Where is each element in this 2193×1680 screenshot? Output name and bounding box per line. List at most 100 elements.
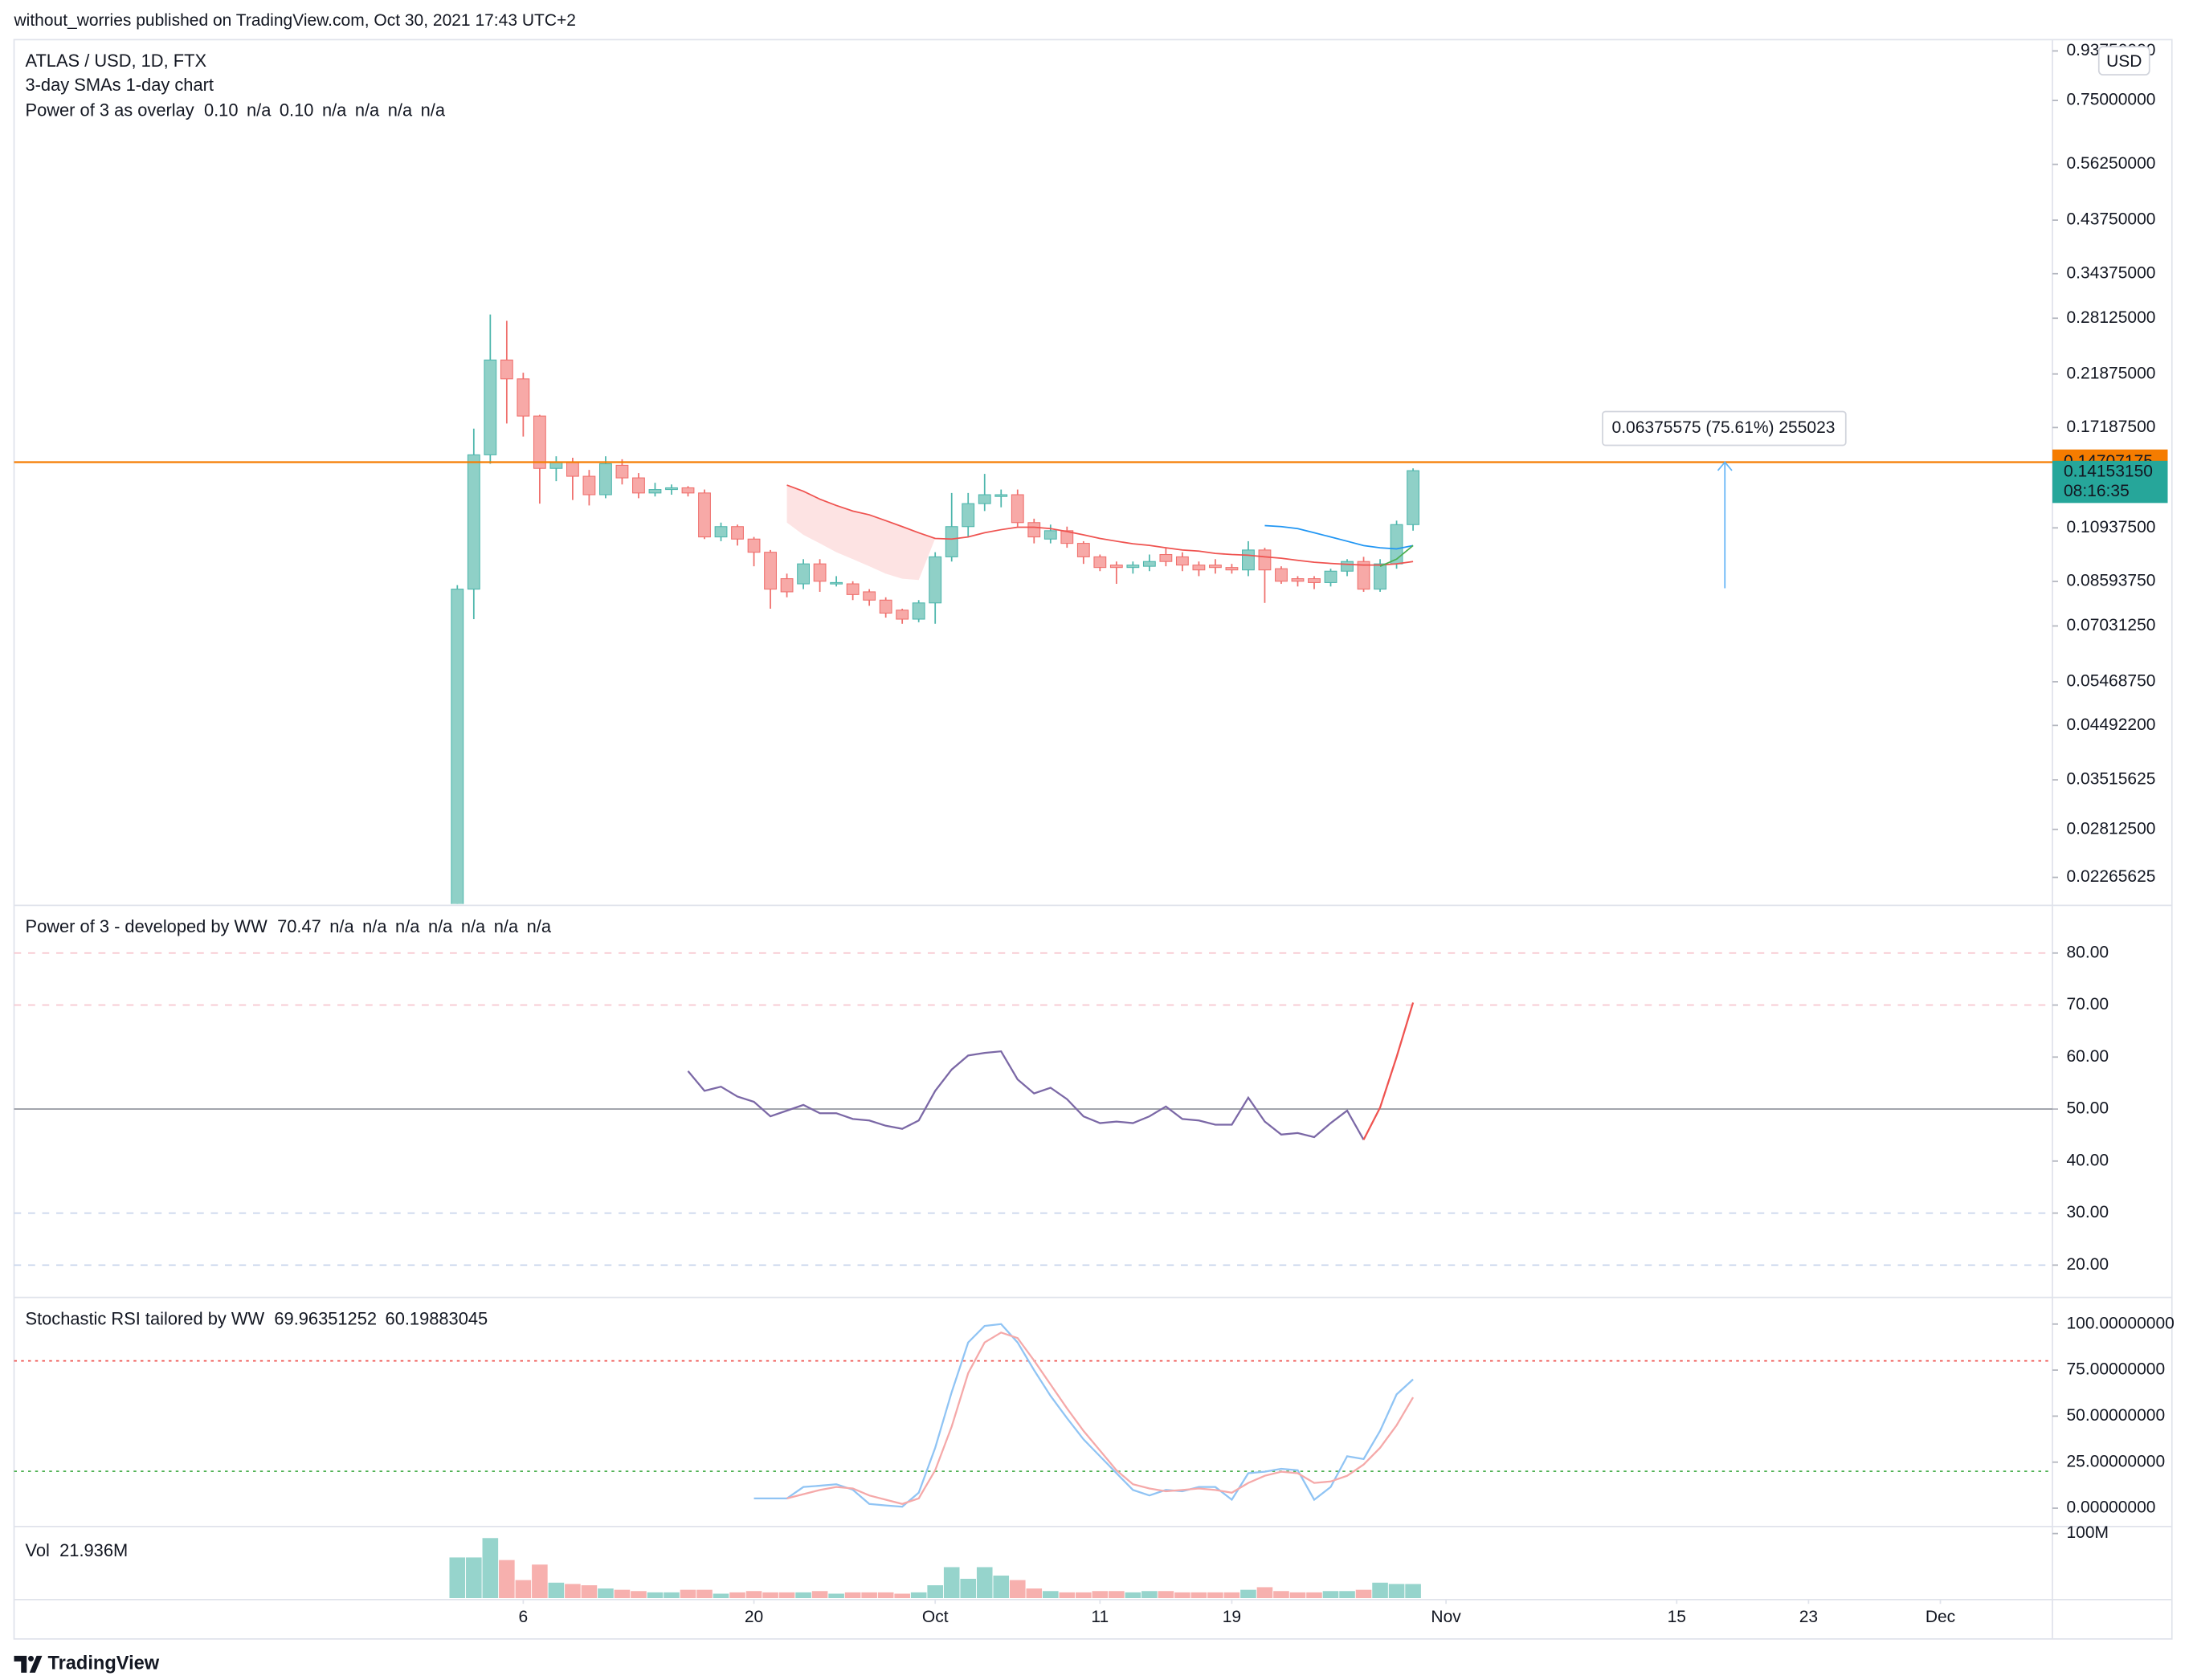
- y-tick-label: 0.08593750: [2067, 572, 2156, 590]
- x-tick-label: 15: [1668, 1608, 1686, 1626]
- y-tick-label: 0.00000000: [2067, 1499, 2156, 1517]
- volume-bar: [1190, 1592, 1207, 1599]
- volume-bar: [844, 1592, 861, 1599]
- legend-text: 69.96351252: [274, 1308, 377, 1328]
- y-tick-label: 0.05468750: [2067, 671, 2156, 690]
- y-tick-label: 0.07031250: [2067, 616, 2156, 634]
- candle-body: [698, 492, 711, 538]
- candle-body: [879, 599, 892, 614]
- candle-body: [747, 538, 761, 553]
- candle-body: [1209, 565, 1222, 569]
- candle-body: [830, 581, 843, 585]
- volume-bar: [910, 1592, 927, 1599]
- volume-bar: [745, 1591, 762, 1599]
- candle-body: [780, 578, 794, 593]
- legend-title: Stochastic RSI tailored by WW: [26, 1308, 265, 1328]
- volume-bar: [1109, 1591, 1125, 1599]
- volume-bar: [1256, 1587, 1273, 1599]
- candle-body: [1192, 565, 1206, 571]
- logo-mark: [14, 1655, 43, 1673]
- legend-text: 60.19883045: [386, 1308, 488, 1328]
- volume-bar: [532, 1564, 548, 1599]
- currency-badge: [2097, 46, 2150, 75]
- candle-body: [665, 487, 678, 491]
- legend-text: n/a: [395, 916, 420, 936]
- candle-body: [1324, 570, 1337, 583]
- y-tick-label: 0.02265625: [2067, 867, 2156, 886]
- volume-bar: [1207, 1592, 1223, 1599]
- legend-text: n/a: [461, 916, 486, 936]
- indicator-line: [687, 1050, 1365, 1140]
- candle-body: [1093, 556, 1107, 569]
- volume-bar: [1289, 1592, 1306, 1599]
- candle-body: [764, 552, 777, 590]
- y-tick-label: 0.56250000: [2067, 154, 2156, 173]
- volume-bar: [1042, 1591, 1059, 1599]
- legend-text: n/a: [329, 916, 354, 936]
- candle-body: [896, 610, 909, 620]
- volume-bar: [993, 1575, 1010, 1599]
- volume-bar: [449, 1557, 466, 1599]
- x-tick-label: 19: [1223, 1608, 1241, 1626]
- x-tick-label: 20: [745, 1608, 763, 1626]
- candle-body: [929, 556, 942, 604]
- x-tick-label: Nov: [1431, 1608, 1461, 1626]
- y-tick-label: 100M: [2067, 1523, 2109, 1542]
- candle-body: [599, 463, 612, 495]
- y-tick-label: 40.00: [2067, 1151, 2109, 1169]
- candle-body: [1027, 522, 1041, 538]
- candle-body: [1390, 524, 1403, 565]
- candle-body: [681, 487, 695, 494]
- volume-bar: [713, 1593, 729, 1599]
- y-tick-label: 70.00: [2067, 995, 2109, 1013]
- candle-body: [962, 503, 975, 528]
- indicator-line: [753, 1323, 1414, 1508]
- volume-bar: [598, 1588, 614, 1599]
- candle-body: [1225, 567, 1239, 571]
- y-tick-label: 0.03515625: [2067, 770, 2156, 789]
- indicator-line: [786, 1331, 1415, 1505]
- candle-body: [1258, 549, 1272, 571]
- legend-text: 21.936M: [59, 1540, 128, 1560]
- volume-bar: [614, 1589, 631, 1599]
- candle-body: [863, 591, 876, 601]
- candle-body: [846, 583, 860, 595]
- overlay-line: [786, 484, 1414, 566]
- legend-title: Power of 3 - developed by WW: [26, 916, 268, 936]
- candle-body: [994, 494, 1008, 497]
- volume-bar: [1223, 1592, 1240, 1599]
- volume-bar: [548, 1582, 565, 1599]
- pane: [14, 1323, 2052, 1508]
- last-price-badge: [2052, 460, 2168, 504]
- candle-body: [1374, 563, 1386, 590]
- candle-body: [1275, 568, 1288, 582]
- candle-body: [632, 477, 645, 494]
- candle-body: [566, 462, 579, 477]
- legend-subtitle: 3-day SMAs 1-day chart: [26, 75, 214, 95]
- candle-body: [797, 563, 810, 585]
- volume-bar: [1059, 1592, 1076, 1599]
- volume-bar: [1009, 1580, 1026, 1599]
- volume-bar: [1174, 1592, 1190, 1599]
- volume-bar: [976, 1567, 993, 1599]
- volume-bar: [1306, 1592, 1322, 1599]
- currency-label: USD: [2106, 52, 2142, 71]
- candle-body: [517, 378, 530, 417]
- volume-bar: [1240, 1589, 1256, 1599]
- volume-bar: [1372, 1582, 1388, 1599]
- x-tick-label: Oct: [922, 1608, 949, 1626]
- candle-body: [467, 454, 480, 590]
- legend-text: 0.10: [280, 100, 314, 120]
- candle-body: [945, 526, 958, 557]
- volume-bar: [1125, 1592, 1141, 1599]
- candle-body: [615, 464, 629, 479]
- candle-body: [500, 359, 513, 380]
- volume-bar: [960, 1578, 977, 1599]
- legend-text: n/a: [322, 100, 347, 120]
- brand-name: TradingView: [48, 1653, 160, 1674]
- volume-bar: [1339, 1591, 1355, 1599]
- candle-body: [1341, 561, 1354, 572]
- pane: [14, 952, 2052, 1266]
